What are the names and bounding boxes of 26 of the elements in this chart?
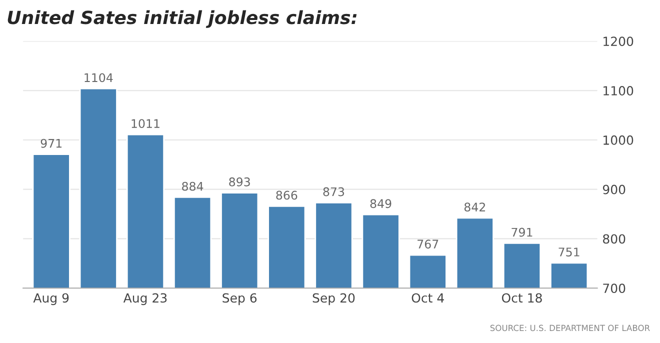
y-tick-label: 800 [603,234,626,244]
data-label: 873 [323,187,344,196]
y-tick-label: 1200 [604,36,634,46]
data-label: 884 [182,182,204,191]
data-label: 1011 [132,119,160,128]
data-label: 971 [40,138,62,148]
x-tick-label: Sep 6 [222,293,257,306]
x-tick-label: Aug 9 [33,293,69,306]
data-label: 849 [370,199,392,208]
data-label: 767 [418,240,438,249]
data-label: 791 [512,228,532,237]
x-tick-label: Oct 4 [412,293,444,303]
data-label: 1104 [84,73,113,82]
x-tick-label: Sep 20 [312,293,355,306]
data-label: 751 [558,248,580,256]
data-label: 842 [464,202,486,212]
y-tick-label: 1000 [604,135,634,145]
y-tick-label: 1100 [604,86,634,96]
x-tick-label: Aug 23 [123,293,167,306]
x-tick-label: Oct 18 [502,293,542,303]
data-label: 866 [276,190,298,200]
source-note: SOURCE: U.S. DEPARTMENT OF LABOR [490,324,650,332]
chart-title: United Sates initial jobless claims: [8,10,357,28]
y-tick-label: 900 [602,184,626,194]
data-label: 893 [229,177,250,186]
y-tick-label: 700 [603,284,626,294]
